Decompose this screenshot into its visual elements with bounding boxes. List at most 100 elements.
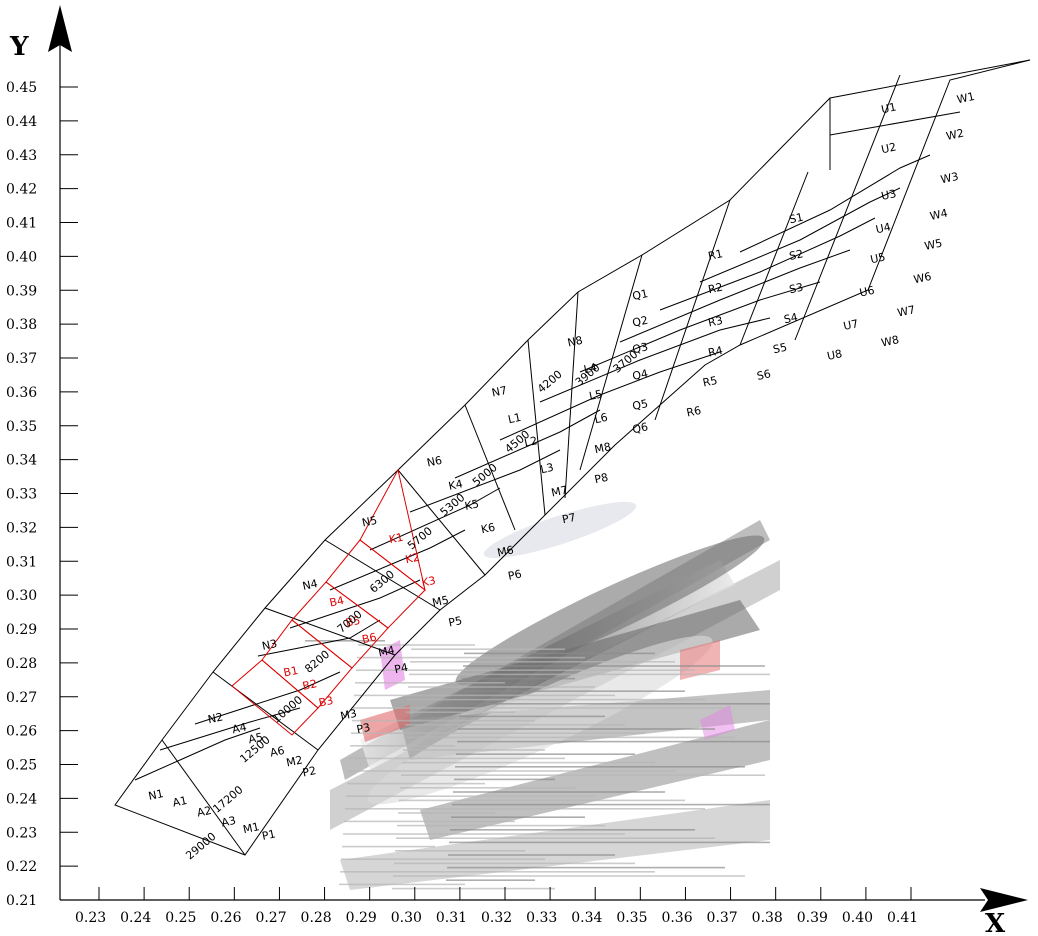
bin-label: K1 — [388, 531, 405, 547]
scanline — [409, 673, 770, 676]
bin-label: L1 — [507, 411, 523, 426]
bin-label: B2 — [301, 677, 318, 693]
cct-label: 5300 — [438, 491, 468, 519]
bin-label: N5 — [361, 514, 379, 530]
bin-label: L2 — [523, 434, 539, 449]
scanline — [452, 803, 770, 806]
scanline — [448, 854, 615, 856]
scanline — [349, 757, 565, 760]
bin-label: U5 — [869, 250, 886, 266]
scanline — [358, 644, 475, 646]
y-axis-title: Y — [9, 32, 29, 62]
scanline — [340, 871, 655, 873]
x-tick-label: 0.40 — [842, 910, 873, 926]
scanline — [351, 732, 645, 734]
bin-label: W3 — [939, 170, 959, 186]
bin-label: K4 — [447, 477, 464, 493]
bin-label: Q4 — [631, 367, 649, 383]
bin-label: N1 — [147, 787, 165, 803]
bin-label: R1 — [707, 247, 724, 263]
scanline — [454, 778, 555, 781]
y-tick-label: 0.40 — [6, 249, 37, 265]
scanline — [344, 820, 515, 823]
bin-label: R4 — [707, 344, 724, 360]
y-tick-label: 0.22 — [6, 859, 37, 875]
x-tick-label: 0.30 — [391, 910, 422, 926]
bin-label: L3 — [539, 461, 555, 476]
bin-label: P6 — [507, 567, 523, 583]
scanline — [345, 808, 705, 810]
bin-label: M7 — [550, 483, 569, 499]
scanline — [352, 719, 535, 722]
bin-label: P1 — [261, 827, 277, 843]
x-tick-label: 0.25 — [165, 910, 196, 926]
x-tick-label: 0.26 — [210, 910, 241, 926]
scanline — [356, 669, 695, 671]
bin-label: P8 — [593, 471, 609, 487]
bin-label: Q3 — [631, 340, 649, 356]
scanline — [408, 686, 595, 688]
bin-label: A1 — [171, 794, 188, 810]
bin-label: S3 — [788, 281, 804, 297]
bin-label: S1 — [788, 211, 804, 227]
y-tick-label: 0.24 — [6, 791, 37, 807]
bin-label: R3 — [707, 314, 724, 330]
y-axis-arrow-icon — [48, 5, 72, 52]
x-tick-label: 0.37 — [707, 910, 738, 926]
bin-label: N6 — [426, 454, 444, 470]
y-tick-label: 0.35 — [6, 419, 37, 435]
x-tick-label: 0.24 — [120, 910, 151, 926]
bin-label: L6 — [593, 411, 609, 426]
x-axis-title: X — [985, 909, 1006, 936]
x-tick-label: 0.32 — [481, 910, 512, 926]
bin-label: B1 — [282, 664, 299, 680]
scanline — [399, 799, 685, 802]
cct-label: 4200 — [535, 368, 565, 396]
x-tick-label: 0.28 — [301, 910, 332, 926]
bin-label: N2 — [207, 710, 225, 726]
bin-label: U6 — [858, 284, 875, 300]
bin-label: M8 — [593, 440, 612, 456]
bin-label: W7 — [896, 303, 916, 319]
bin-label: W5 — [923, 237, 943, 253]
scanline — [346, 795, 595, 797]
x-tick-label: 0.29 — [346, 910, 377, 926]
bin-label: B3 — [318, 694, 335, 710]
bin-label: W1 — [956, 90, 976, 106]
scanline — [459, 715, 605, 718]
bin-label: S6 — [756, 367, 772, 383]
y-tick-label: 0.30 — [6, 588, 37, 604]
bin-label: M6 — [496, 543, 515, 559]
scanline — [357, 656, 585, 659]
scanline — [449, 841, 770, 844]
bin-label: M4 — [377, 643, 396, 659]
bin-label: L4 — [583, 361, 599, 376]
scanline — [343, 833, 625, 835]
scanline — [348, 770, 675, 772]
scanline — [410, 661, 675, 663]
y-tick-label: 0.21 — [6, 893, 37, 909]
scanline — [341, 858, 545, 860]
bin-label: N4 — [301, 577, 319, 593]
overlay-image-region — [305, 501, 780, 905]
y-tick-label: 0.34 — [6, 453, 37, 469]
x-tick-label: 0.35 — [616, 910, 647, 926]
x-axis-ticks: 0.23 0.24 0.25 0.26 0.27 0.28 0.29 0.30 0.31 0.32… — [75, 887, 918, 926]
scanline — [398, 812, 495, 814]
scanline — [347, 782, 485, 785]
highlight-subgrid — [231, 468, 426, 736]
y-tick-label: 0.32 — [6, 520, 37, 536]
bin-label: S2 — [788, 247, 804, 263]
scanline — [354, 694, 615, 697]
bin-label: K6 — [480, 521, 497, 537]
scanline — [450, 829, 695, 831]
bin-label: P7 — [561, 511, 577, 527]
x-tick-label: 0.34 — [571, 910, 602, 926]
scanline — [393, 875, 745, 877]
scanline — [406, 711, 515, 713]
scanline — [461, 690, 685, 692]
bin-label: A5 — [247, 731, 264, 747]
bin-label: L5 — [588, 387, 604, 402]
scanline — [394, 862, 635, 865]
